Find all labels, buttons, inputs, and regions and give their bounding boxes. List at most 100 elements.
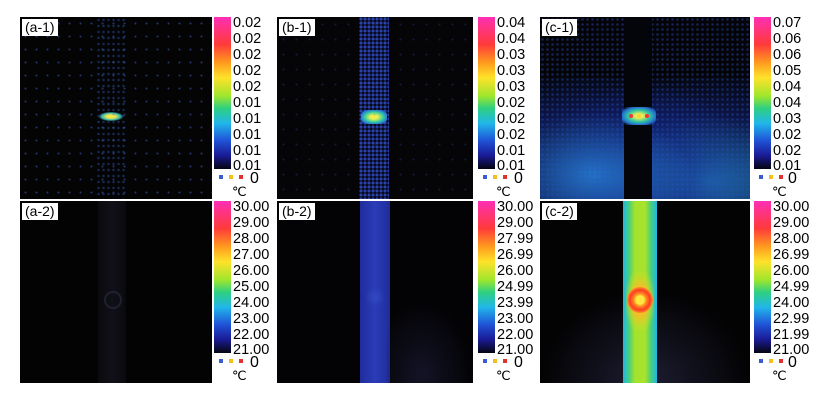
tick-label: 27.00 xyxy=(233,247,270,263)
tick-label: 0.07 xyxy=(773,15,802,31)
thermal-image xyxy=(540,201,750,383)
tick-label: 0.01 xyxy=(233,158,262,174)
legend-markers: 0 ℃ xyxy=(480,354,532,383)
red-marker-icon xyxy=(503,175,507,179)
tick-label: 23.00 xyxy=(497,311,534,327)
tick-label: 0.03 xyxy=(497,79,526,95)
tick-label: 23.99 xyxy=(497,295,534,311)
tick-label: 30.00 xyxy=(497,199,534,215)
tick-label: 21.99 xyxy=(773,327,810,343)
panel-label: (b-2) xyxy=(279,203,315,220)
tick-label: 22.99 xyxy=(773,311,810,327)
thermal-image xyxy=(20,17,212,199)
color-scale-bar xyxy=(214,17,231,169)
tick-label: 30.00 xyxy=(233,199,270,215)
red-marker-icon xyxy=(779,175,783,179)
tick-label: 0.01 xyxy=(497,143,526,159)
tick-label: 0.02 xyxy=(497,127,526,143)
tick-label: 0.06 xyxy=(773,47,802,63)
panel-label: (a-2) xyxy=(22,203,58,220)
legend-markers: 0 ℃ xyxy=(756,170,800,199)
panel-label: (a-1) xyxy=(22,19,58,36)
tick-label: 0.02 xyxy=(773,143,802,159)
unit-label: ℃ xyxy=(496,184,511,199)
red-marker-icon xyxy=(239,175,243,179)
red-marker-icon xyxy=(503,359,507,363)
tick-label: 22.00 xyxy=(233,327,270,343)
tick-label: 0.01 xyxy=(773,158,802,174)
tick-label: 26.00 xyxy=(773,263,810,279)
tick-label: 0.04 xyxy=(497,31,526,47)
tick-label: 0.04 xyxy=(773,95,802,111)
color-scale-bar xyxy=(214,201,231,353)
panel-a1: (a-1) 0.02 0.02 0.02 0.02 0.02 0.01 0.01… xyxy=(20,15,272,199)
tick-label: 0.02 xyxy=(233,63,262,79)
unit-label: ℃ xyxy=(232,184,247,199)
blue-marker-icon xyxy=(759,359,763,363)
thermal-image xyxy=(277,201,473,383)
tick-label: 0.02 xyxy=(497,95,526,111)
thermal-image xyxy=(20,201,212,383)
blue-marker-icon xyxy=(759,175,763,179)
tick-label: 0.02 xyxy=(233,31,262,47)
tick-label: 28.00 xyxy=(233,231,270,247)
unit-label: ℃ xyxy=(232,368,247,383)
tick-label: 0.02 xyxy=(497,111,526,127)
tick-label: 0.03 xyxy=(773,111,802,127)
legend-markers: 0 ℃ xyxy=(216,170,272,199)
tick-label: 0.02 xyxy=(233,79,262,95)
blue-marker-icon xyxy=(483,175,487,179)
tick-label: 21.00 xyxy=(773,342,810,358)
tick-label: 23.00 xyxy=(233,311,270,327)
legend-markers: 0 ℃ xyxy=(480,170,532,199)
thermal-image xyxy=(540,17,750,199)
tick-label: 0.01 xyxy=(233,127,262,143)
tick-label: 29.00 xyxy=(497,215,534,231)
tick-label: 0.03 xyxy=(497,47,526,63)
zero-value: 0 xyxy=(788,170,797,187)
zero-value: 0 xyxy=(514,170,523,187)
tick-label: 0.05 xyxy=(773,63,802,79)
tick-label: 30.00 xyxy=(773,199,810,215)
panel-label: (c-2) xyxy=(542,203,577,220)
tick-label: 24.00 xyxy=(773,295,810,311)
tick-label: 0.02 xyxy=(773,127,802,143)
legend-markers: 0 ℃ xyxy=(216,354,272,383)
panel-label: (b-1) xyxy=(279,19,315,36)
tick-label: 26.00 xyxy=(497,263,534,279)
color-scale-bar xyxy=(754,17,771,169)
yellow-marker-icon xyxy=(229,359,233,363)
thermal-image xyxy=(277,17,473,199)
tick-label: 0.03 xyxy=(497,63,526,79)
tick-label: 28.00 xyxy=(773,231,810,247)
tick-label: 0.02 xyxy=(233,47,262,63)
unit-label: ℃ xyxy=(772,184,787,199)
tick-label: 27.99 xyxy=(497,231,534,247)
tick-label: 0.01 xyxy=(233,111,262,127)
tick-label: 26.99 xyxy=(773,247,810,263)
panel-a2: (a-2) 30.00 29.00 28.00 27.00 26.00 25.0… xyxy=(20,199,272,383)
zero-value: 0 xyxy=(514,354,523,371)
tick-label: 0.01 xyxy=(497,158,526,174)
legend-markers: 0 ℃ xyxy=(756,354,800,383)
red-marker-icon xyxy=(779,359,783,363)
yellow-marker-icon xyxy=(493,175,497,179)
yellow-marker-icon xyxy=(769,175,773,179)
tick-label: 24.99 xyxy=(773,279,810,295)
tick-label: 0.01 xyxy=(233,95,262,111)
tick-label: 0.02 xyxy=(233,15,262,31)
zero-value: 0 xyxy=(250,354,259,371)
color-scale-bar xyxy=(754,201,771,353)
yellow-marker-icon xyxy=(493,359,497,363)
color-scale-bar xyxy=(478,17,495,169)
zero-value: 0 xyxy=(788,354,797,371)
panel-c1: (c-1) 0.07 0.06 0.06 0.05 0.04 0.04 0.03… xyxy=(540,15,802,199)
tick-label: 0.04 xyxy=(497,15,526,31)
panel-label: (c-1) xyxy=(542,19,577,36)
tick-label: 29.00 xyxy=(233,215,270,231)
unit-label: ℃ xyxy=(496,368,511,383)
tick-label: 22.00 xyxy=(497,327,534,343)
tick-label: 26.99 xyxy=(497,247,534,263)
blue-marker-icon xyxy=(483,359,487,363)
tick-label: 21.00 xyxy=(233,342,270,358)
